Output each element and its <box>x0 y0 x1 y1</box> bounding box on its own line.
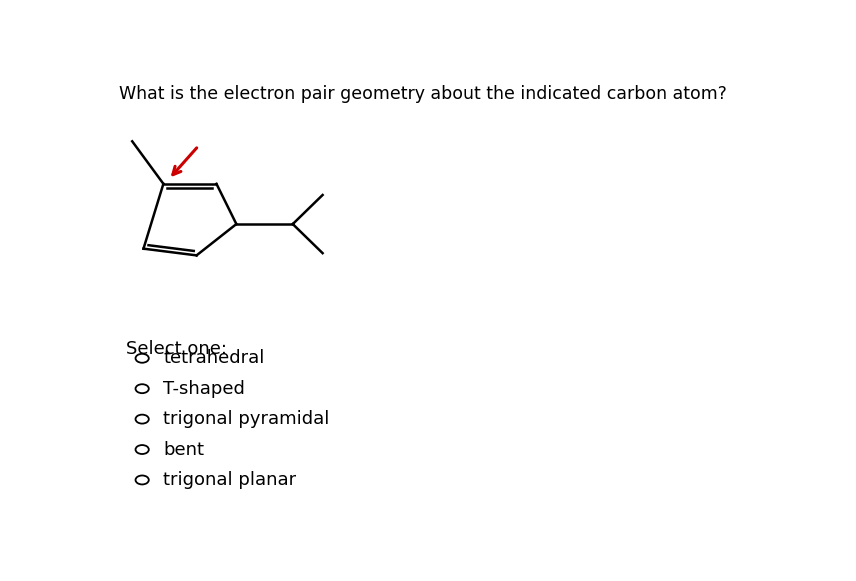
Text: T-shaped: T-shaped <box>163 380 246 398</box>
Text: tetrahedral: tetrahedral <box>163 349 265 367</box>
Text: What is the electron pair geometry about the indicated carbon atom?: What is the electron pair geometry about… <box>119 85 727 103</box>
Text: trigonal planar: trigonal planar <box>163 471 296 489</box>
Text: Select one:: Select one: <box>126 340 227 358</box>
Text: trigonal pyramidal: trigonal pyramidal <box>163 410 330 428</box>
Text: bent: bent <box>163 440 205 458</box>
